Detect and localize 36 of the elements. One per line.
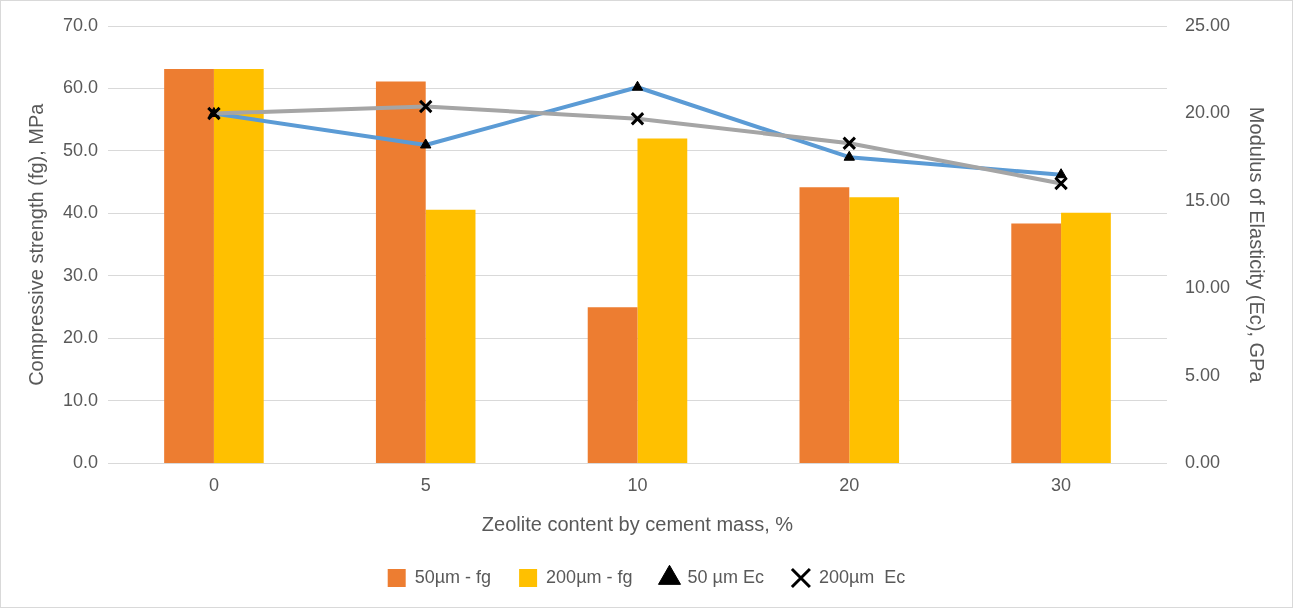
y-tick-label: 60.0	[62, 77, 99, 98]
bar	[1061, 212, 1111, 463]
y-tick-label: 40.0	[62, 202, 99, 223]
x-axis-title: Zeolite content by cement mass, %	[481, 512, 794, 535]
bar	[213, 69, 264, 463]
bar	[375, 81, 426, 463]
bar	[425, 209, 476, 463]
bar	[849, 197, 900, 463]
bar	[587, 307, 638, 463]
bar	[164, 69, 214, 463]
legend-label: 200µm Ec	[818, 566, 906, 587]
y-tick-label: 10.0	[62, 389, 99, 410]
y-tick-label: 0.0	[73, 452, 99, 473]
x-tick-label: 0	[208, 475, 219, 496]
y2-axis-title: Modulus of Elasticity (Ec), GPa	[1246, 106, 1269, 384]
bar	[799, 187, 850, 463]
x-tick-label: 20	[839, 475, 860, 496]
legend-label: 200µm - fg	[546, 566, 633, 587]
y-tick-label: 30.0	[62, 264, 99, 285]
legend-label: 50µm - fg	[414, 566, 492, 587]
x-tick-label: 10	[627, 475, 648, 496]
y-tick-label: 70.0	[62, 14, 99, 35]
x-tick-label: 5	[420, 475, 431, 496]
legend-label: 50 µm Ec	[687, 566, 764, 587]
bar	[1011, 223, 1062, 463]
y-axis-title: Compressive strength (fg), MPa	[24, 102, 47, 386]
bar	[637, 138, 688, 463]
y2-tick-label: 0.00	[1184, 452, 1220, 473]
y-tick-label: 50.0	[62, 139, 99, 160]
x-tick-label: 30	[1051, 475, 1072, 496]
y2-tick-label: 10.00	[1184, 277, 1230, 298]
y2-tick-label: 5.00	[1184, 364, 1220, 385]
y2-tick-label: 20.00	[1184, 102, 1230, 123]
y2-tick-label: 15.00	[1184, 189, 1230, 210]
y2-tick-label: 25.00	[1184, 14, 1230, 35]
y-tick-label: 20.0	[62, 327, 99, 348]
